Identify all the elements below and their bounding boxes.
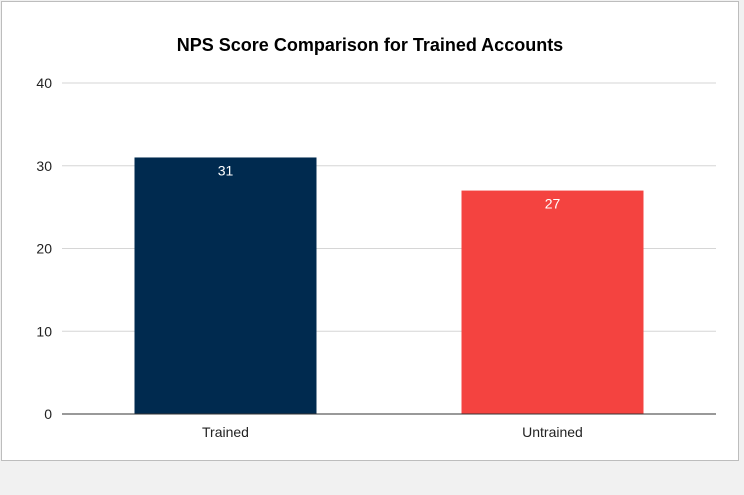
- y-tick-label: 20: [36, 241, 52, 257]
- x-tick-label: Trained: [202, 424, 249, 440]
- y-tick-label: 30: [36, 158, 52, 174]
- y-tick-label: 10: [36, 323, 52, 339]
- y-tick-label: 40: [36, 75, 52, 91]
- plot-area: 0 10 20 30 40 31 Trained 27 Untrained: [36, 75, 716, 440]
- x-tick-label: Untrained: [522, 424, 583, 440]
- chart-title: NPS Score Comparison for Trained Account…: [176, 35, 564, 55]
- y-tick-label: 0: [44, 406, 52, 422]
- bar-trained: [134, 157, 317, 414]
- chart-card: NPS Score Comparison for Trained Account…: [1, 1, 739, 461]
- data-label: 27: [545, 196, 561, 212]
- bar-untrained: [461, 190, 644, 414]
- data-label: 31: [218, 162, 234, 178]
